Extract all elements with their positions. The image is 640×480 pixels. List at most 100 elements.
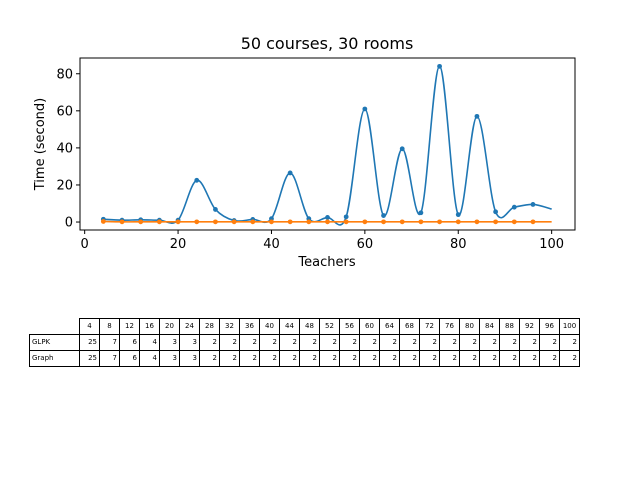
- table-cell: 2: [499, 350, 520, 367]
- table-column-header: 28: [199, 318, 220, 335]
- series-2-point: [100, 219, 106, 224]
- series-1-point: [493, 209, 499, 215]
- table-cell: 7: [99, 334, 120, 351]
- table-cell: 2: [379, 334, 400, 351]
- series-2-point: [399, 219, 405, 225]
- series-1-point: [287, 170, 293, 176]
- table-cell: 2: [519, 334, 540, 351]
- y-tick-label: 0: [65, 216, 73, 231]
- table-cell: 2: [239, 350, 260, 367]
- table-cell: 2: [319, 334, 340, 351]
- table-cell: 2: [479, 334, 500, 351]
- table-column-header: 52: [319, 318, 340, 335]
- table-column-header: 100: [559, 318, 580, 335]
- series-1-point: [455, 212, 461, 218]
- table-column-header: 76: [439, 318, 460, 335]
- table-column-header: 36: [239, 318, 260, 335]
- table-row-label: Graph: [29, 350, 80, 367]
- table-column-header: 32: [219, 318, 240, 335]
- table-cell: 2: [519, 350, 540, 367]
- table-cell: 2: [419, 350, 440, 367]
- series-2-point: [493, 219, 499, 225]
- table-column-header: 56: [339, 318, 360, 335]
- table-cell: 2: [439, 350, 460, 367]
- series-1-point: [381, 213, 386, 218]
- table-column-header: 92: [519, 318, 540, 335]
- table-cell: 2: [419, 334, 440, 351]
- series-2-point: [287, 219, 293, 225]
- series-2-point: [325, 219, 330, 225]
- series-2-point: [437, 219, 442, 225]
- table-cell: 2: [359, 334, 380, 351]
- series-2-point: [138, 219, 144, 225]
- x-tick-label: 20: [170, 237, 187, 252]
- table-cell: 2: [199, 350, 220, 367]
- table-cell: 4: [139, 350, 160, 367]
- y-tick-label: 20: [56, 178, 73, 193]
- table-cell: 2: [499, 334, 520, 351]
- x-axis-label: Teachers: [297, 255, 355, 270]
- series-2-point: [343, 219, 349, 225]
- y-tick-label: 80: [56, 67, 73, 82]
- series-2-point: [269, 219, 274, 225]
- series-2-point: [455, 219, 461, 225]
- table-column-header: 24: [179, 318, 200, 335]
- series-1-point: [530, 202, 536, 207]
- x-tick-label: 80: [450, 237, 467, 252]
- table-cell: 3: [179, 334, 200, 351]
- table-corner: [30, 319, 80, 335]
- table-column-header: 80: [459, 318, 480, 335]
- series-1-point: [511, 204, 517, 210]
- y-axis-label: Time (second): [33, 98, 48, 191]
- table-cell: 2: [339, 334, 360, 351]
- table-cell: 2: [279, 334, 300, 351]
- series-2-point: [530, 219, 536, 225]
- table-column-header: 48: [299, 318, 320, 335]
- series-1-point: [213, 207, 218, 212]
- table-cell: 6: [119, 334, 140, 351]
- y-tick-label: 60: [56, 104, 73, 119]
- series-2-point: [381, 219, 386, 225]
- table-column-header: 60: [359, 318, 380, 335]
- table-cell: 2: [299, 350, 320, 367]
- series-1-point: [418, 210, 424, 216]
- series-1-point: [325, 214, 330, 220]
- series-1-point: [343, 214, 349, 220]
- table-row-label: GLPK: [29, 334, 80, 351]
- x-tick-label: 0: [81, 237, 89, 252]
- table-cell: 2: [259, 350, 280, 367]
- table-cell: 2: [459, 334, 480, 351]
- table-row: Graph 25 7 6 4 3 3 2 2 2 2 2 2 2 2 2 2 2 2 2 2 2 2 2 2 2: [29, 350, 580, 367]
- x-tick-label: 60: [357, 237, 374, 252]
- table-cell: 4: [139, 334, 160, 351]
- table-cell: 2: [559, 334, 580, 351]
- table-column-header: 40: [259, 318, 280, 335]
- table-cell: 2: [359, 350, 380, 367]
- table-cell: 2: [399, 350, 420, 367]
- table-column-header: 20: [159, 318, 180, 335]
- series-2-point: [511, 219, 517, 225]
- series-2-point: [418, 219, 424, 225]
- table-column-header: 12: [119, 318, 140, 335]
- series-1-point: [399, 146, 405, 152]
- table-cell: 2: [259, 334, 280, 351]
- table-cell: 2: [339, 350, 360, 367]
- table-header-row: 4 8 12 16 20 24 28 32 36 40 44 48 52 56 60 64 68 72 76 80 84…: [30, 318, 580, 335]
- series-1-point: [362, 106, 368, 112]
- series-2-point: [213, 219, 218, 225]
- table-cell: 2: [219, 334, 240, 351]
- table-cell: 2: [219, 350, 240, 367]
- series-2-point: [175, 219, 181, 225]
- x-tick-label: 40: [263, 237, 280, 252]
- table-column-header: 72: [419, 318, 440, 335]
- table-column-header: 84: [479, 318, 500, 335]
- series-2-point: [231, 219, 237, 225]
- series-2-point: [362, 219, 368, 225]
- table-cell: 7: [99, 350, 120, 367]
- series-1-point: [194, 177, 200, 183]
- table-cell: 2: [239, 334, 260, 351]
- series-2-point: [250, 219, 256, 225]
- table-column-header: 96: [539, 318, 560, 335]
- table-cell: 2: [299, 334, 320, 351]
- table-cell: 2: [279, 350, 300, 367]
